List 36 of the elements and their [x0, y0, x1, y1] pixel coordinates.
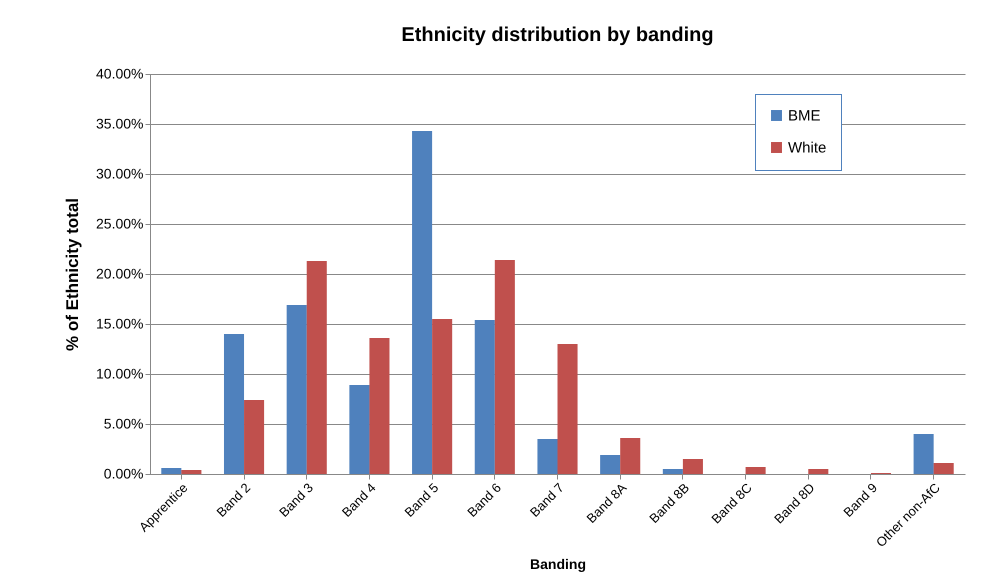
legend-label: BME	[788, 108, 821, 124]
bar	[914, 434, 934, 474]
bar	[537, 439, 558, 474]
y-tick-label: 10.00%	[96, 366, 144, 382]
y-tick-label: 35.00%	[96, 116, 144, 132]
bar	[161, 468, 182, 474]
bar	[412, 131, 432, 474]
bar	[620, 438, 640, 474]
bar	[286, 305, 307, 474]
chart-title: Ethnicity distribution by banding	[401, 24, 714, 46]
bar	[662, 469, 683, 474]
bar	[558, 344, 578, 474]
y-axis-title: % of Ethnicity total	[63, 198, 82, 351]
y-tick-label: 20.00%	[96, 266, 144, 282]
y-tick-label: 40.00%	[96, 66, 144, 82]
x-axis-title: Banding	[530, 556, 586, 572]
y-tick-label: 15.00%	[96, 316, 144, 332]
bar	[306, 261, 327, 474]
bar	[934, 463, 954, 474]
bar	[244, 400, 264, 474]
y-tick-label: 5.00%	[104, 416, 144, 432]
bar	[682, 459, 703, 474]
bar	[808, 469, 828, 474]
bar	[600, 455, 620, 474]
y-tick-label: 30.00%	[96, 166, 144, 182]
bar	[474, 320, 495, 474]
y-tick-label: 0.00%	[104, 466, 144, 482]
bar	[349, 385, 370, 474]
y-tick-label: 25.00%	[96, 216, 144, 232]
bar	[181, 470, 202, 474]
bar	[746, 467, 766, 474]
bar	[494, 260, 515, 474]
bar	[224, 334, 244, 474]
legend-label: White	[788, 140, 826, 156]
bar	[432, 319, 452, 474]
bar	[369, 338, 390, 474]
